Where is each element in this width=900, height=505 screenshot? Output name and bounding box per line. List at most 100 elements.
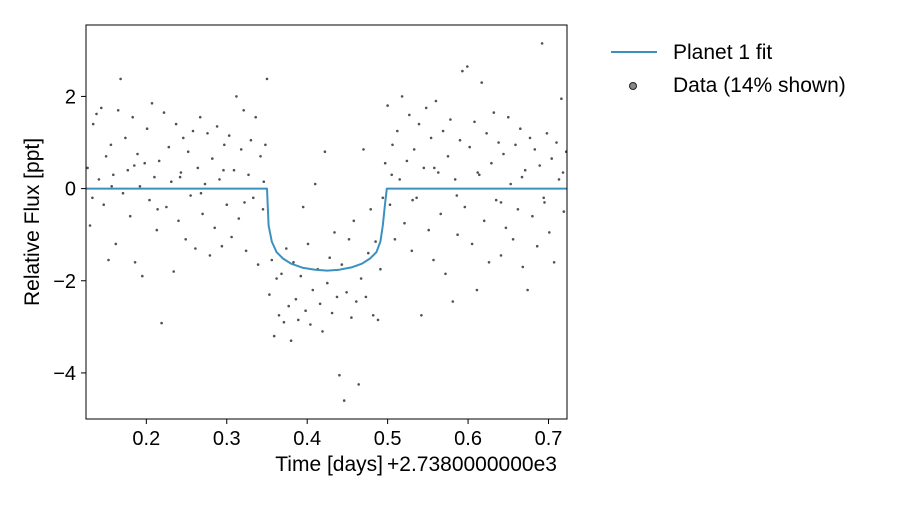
data-point <box>367 251 370 255</box>
data-point <box>453 178 457 181</box>
data-point <box>335 295 339 299</box>
data-point <box>220 244 224 248</box>
data-point <box>126 168 130 172</box>
data-point <box>381 196 385 200</box>
data-point <box>294 297 298 301</box>
data-point <box>153 175 156 179</box>
y-axis: 2 0 −2 −4 <box>53 86 86 385</box>
data-point <box>270 258 274 262</box>
data-point <box>437 171 440 174</box>
data-point <box>313 182 317 186</box>
data-point <box>203 182 207 186</box>
data-point <box>456 233 459 236</box>
data-point <box>148 198 151 202</box>
data-point <box>201 212 204 216</box>
data-point <box>338 373 341 377</box>
data-point <box>318 302 322 306</box>
data-point <box>455 194 459 197</box>
y-tick-label: −2 <box>53 271 76 293</box>
data-point <box>306 242 310 246</box>
data-point <box>239 148 243 151</box>
data-point <box>235 95 238 98</box>
data-point <box>282 320 286 324</box>
data-point <box>468 145 472 149</box>
data-point <box>304 309 307 313</box>
x-axis-label: Time [days] <box>275 453 383 476</box>
data-point <box>150 102 154 105</box>
data-point <box>110 185 113 188</box>
data-point <box>265 77 269 81</box>
data-point <box>170 180 173 183</box>
data-point <box>323 150 327 153</box>
data-point <box>422 166 426 170</box>
data-point <box>412 148 416 151</box>
data-point <box>420 314 423 317</box>
data-point <box>242 109 245 112</box>
data-point <box>225 203 229 206</box>
y-tick-label: 2 <box>65 86 76 108</box>
data-point <box>342 399 346 402</box>
data-point <box>222 168 225 172</box>
data-point <box>196 166 200 170</box>
data-point <box>497 141 500 144</box>
plot-frame <box>85 24 568 420</box>
data-point <box>189 194 192 197</box>
data-point <box>357 383 361 386</box>
data-point <box>535 244 539 248</box>
data-point <box>408 113 411 117</box>
data-point <box>244 249 248 253</box>
data-point <box>121 191 125 195</box>
data-point <box>261 208 265 211</box>
data-point <box>476 171 480 174</box>
data-point <box>223 143 226 147</box>
data-point <box>285 247 288 250</box>
data-point <box>550 157 553 160</box>
data-point <box>95 112 98 116</box>
data-point <box>424 106 428 110</box>
data-point <box>194 247 197 250</box>
data-point <box>162 111 166 114</box>
data-point <box>109 143 113 147</box>
data-point <box>379 267 382 271</box>
data-point <box>182 136 185 140</box>
data-point <box>249 138 253 142</box>
data-point <box>432 258 435 262</box>
data-point <box>155 228 159 232</box>
data-point <box>509 182 512 186</box>
data-point <box>262 180 266 183</box>
data-point <box>287 304 291 308</box>
data-point <box>533 148 537 151</box>
data-point <box>218 178 221 181</box>
data-point <box>91 122 95 126</box>
data-point <box>523 168 527 172</box>
data-point <box>461 69 464 73</box>
legend-data-swatch <box>629 82 637 90</box>
data-point <box>256 263 260 266</box>
data-point <box>490 161 493 165</box>
data-point <box>504 226 508 230</box>
data-point <box>528 136 532 140</box>
data-point <box>502 152 505 156</box>
data-point <box>449 118 452 121</box>
data-point <box>198 115 202 119</box>
data-point <box>446 155 450 158</box>
data-point <box>359 277 363 280</box>
data-point <box>429 136 433 140</box>
data-point <box>451 300 455 303</box>
data-point <box>439 212 443 216</box>
legend-fit-label: Planet 1 fit <box>673 41 772 64</box>
data-point <box>470 242 474 246</box>
data-point <box>386 104 389 107</box>
data-point <box>133 164 136 167</box>
x-tick-label: 0.2 <box>132 428 160 450</box>
data-point <box>157 159 161 163</box>
data-point <box>480 81 484 84</box>
data-point <box>388 203 392 206</box>
data-point <box>542 196 545 200</box>
data-point <box>254 115 257 119</box>
data-point <box>128 214 132 218</box>
data-point <box>405 159 409 163</box>
data-point <box>562 210 566 213</box>
data-point <box>321 330 324 333</box>
